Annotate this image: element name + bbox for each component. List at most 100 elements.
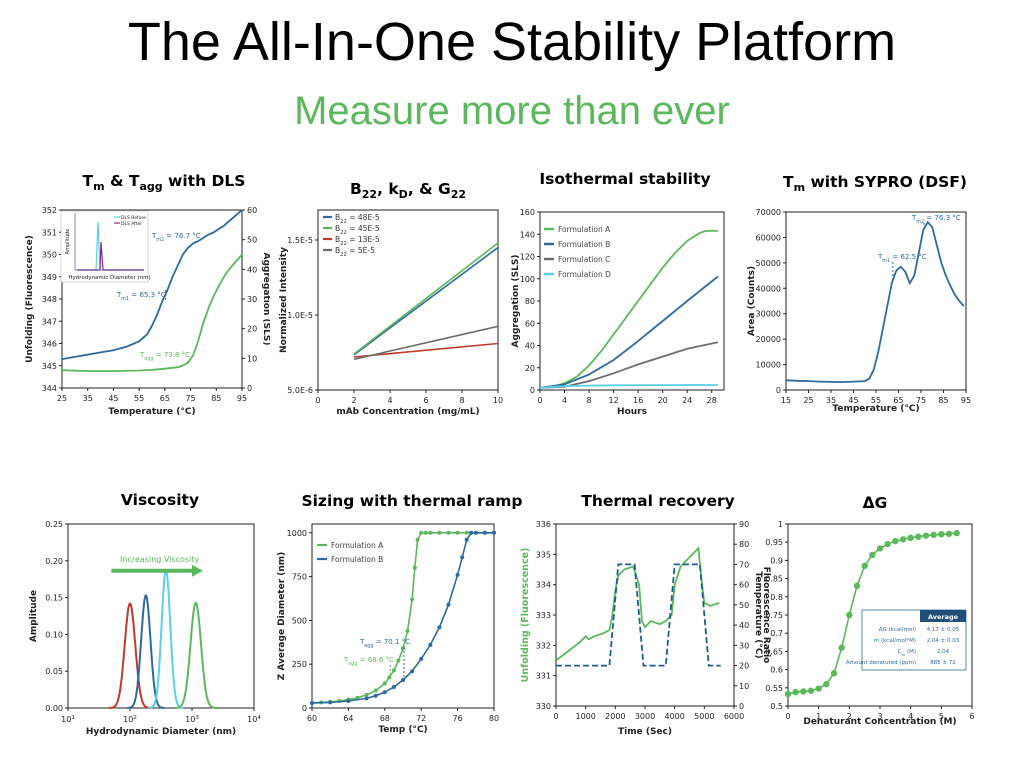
dg-table-row-value: 4.17 ± 0.05: [927, 627, 960, 633]
dg-ytick-label: 0.55: [765, 684, 783, 693]
dls-ytick-label: 350: [42, 251, 57, 260]
panel-title-viscosity: Viscosity: [120, 491, 200, 509]
rec-series-fluorescence: [555, 546, 720, 662]
dg-data-point: [800, 688, 807, 695]
ramp-xtick-label: 68: [380, 714, 390, 723]
ramp-series-2-point: [473, 530, 478, 535]
rec-xtick-label: 3000: [635, 712, 655, 721]
dg-table-row-value: 2.04: [937, 649, 950, 655]
ramp-series-2-point: [410, 669, 415, 674]
dg-xtick-label: 4: [908, 712, 913, 721]
dsf-ytick-label: 10000: [756, 361, 781, 370]
iso-ytick-label: 80: [525, 297, 535, 306]
dsf-xtick-label: 95: [961, 396, 971, 405]
ramp-xtick-label: 64: [343, 714, 353, 723]
rec-y2tick-label: 0: [739, 702, 744, 711]
dls-xtick-label: 35: [83, 394, 93, 403]
ramp-series-1-point: [428, 530, 433, 535]
dsf-ytick-label: 50000: [756, 259, 781, 268]
b22-plot-frame: [317, 209, 499, 391]
dg-data-point: [938, 530, 945, 538]
rec-yaxis-label: Unfolding (Fluorescence): [520, 548, 531, 683]
dg-data-point: [884, 540, 891, 548]
b22-legend-label-1: B22 = 48E-5: [335, 213, 380, 225]
ramp-series-1-point: [412, 565, 417, 570]
dsf-ytick-label: 70000: [756, 208, 781, 217]
ramp-xtick-label: 60: [307, 714, 317, 723]
ramp-series-2-point: [391, 684, 396, 689]
dg-xtick-label: 0: [785, 712, 790, 721]
visc-plot-frame: [67, 523, 255, 709]
dg-ytick-label: 0.6: [770, 666, 783, 675]
ramp-xtick-label: 72: [416, 714, 426, 723]
dg-data-point: [830, 670, 838, 677]
ramp-xtick-label: 76: [453, 714, 463, 723]
iso-legend-label-1: Formulation A: [558, 225, 611, 234]
rec-xtick-label: 2000: [605, 712, 625, 721]
visc-series-peak1: [108, 602, 152, 709]
dls-ytick-label: 347: [42, 317, 57, 326]
dg-ytick-label: 1: [778, 520, 783, 529]
visc-xtick-label: 103: [185, 715, 199, 724]
rec-y2tick-label: 30: [739, 641, 749, 650]
rec-y2tick-label: 70: [739, 560, 749, 569]
ramp-series-1-point: [410, 597, 415, 602]
dls-ytick-label: 344: [42, 384, 57, 393]
ramp-series-2-point: [428, 642, 433, 647]
dg-ytick-label: 0.95: [765, 538, 783, 547]
dg-yaxis-label: Fluorescence Ratio: [761, 567, 771, 664]
ramp-series-2-point: [419, 656, 424, 661]
ramp-series-1-point: [419, 530, 424, 535]
iso-ytick-label: 120: [520, 253, 535, 262]
dsf-ytick-label: 0: [776, 386, 781, 395]
visc-ytick-label: 0.15: [45, 594, 63, 603]
ramp-series-1-point: [446, 530, 451, 535]
iso-series-line-1: [539, 230, 718, 389]
dg-ytick-label: 0.65: [765, 647, 783, 656]
visc-series-peak2: [127, 593, 165, 709]
ramp-yaxis-label: Z Average Diameter (nm): [277, 552, 287, 681]
iso-ytick-label: 140: [520, 230, 535, 239]
dg-ytick-label: 0.9: [770, 556, 783, 565]
dls-y2tick-label: 0: [247, 384, 252, 393]
rec-y2tick-label: 20: [739, 662, 749, 671]
dls-y2axis-label: Aggregation (SLS): [261, 253, 270, 346]
dg-table-header: Average: [928, 613, 959, 621]
b22-ytick-label: 5.0E-6: [287, 386, 313, 395]
dg-data-point: [899, 536, 907, 543]
dls-inset-xaxis-label: Hydrodynamic Diameter (nm): [68, 275, 150, 281]
dg-table-header-bg: [920, 610, 966, 622]
iso-legend-label-4: Formulation D: [558, 270, 611, 279]
panel-title-ramp: Sizing with thermal ramp: [301, 492, 523, 510]
chart-dls: 25 35 45 55 65 75 85 95 344 345 346 347 348 349 350 351…: [25, 206, 270, 417]
dsf-yaxis-label: Area (Counts): [747, 266, 757, 336]
ramp-series-2-point: [492, 530, 496, 535]
dg-data-point: [922, 532, 930, 539]
dg-ytick-label: 0.75: [765, 611, 783, 620]
rec-series-temperature: [556, 563, 721, 667]
iso-legend-label-3: Formulation C: [558, 255, 610, 264]
dg-data-point: [784, 690, 792, 698]
ramp-series-2-point: [401, 677, 405, 682]
ramp-series-1-point: [415, 537, 420, 542]
iso-xtick-label: 4: [562, 396, 567, 405]
ramp-series-2-point: [364, 696, 369, 701]
chart-dsf: 15 25 35 45 55 65 75 85 95 0 10000 20000 30000 40000 5…: [747, 208, 971, 414]
ramp-series-1-point: [464, 530, 469, 535]
chart-dg: 0 1 2 3 4 5 6 0.5 0.55 0.6 0.65 0.7 0.75 0.8 0.85 0.9 0.…: [761, 520, 975, 727]
dls-ytick-label: 345: [42, 362, 57, 371]
ramp-series-1-point: [405, 628, 410, 633]
iso-xtick-label: 28: [707, 396, 717, 405]
dsf-ytick-label: 60000: [756, 233, 781, 242]
rec-xtick-label: 5000: [694, 712, 714, 721]
dls-y2tick-label: 20: [247, 325, 257, 334]
rec-plot-frame: [555, 523, 735, 707]
b22-xaxis-label: mAb Concentration (mg/mL): [336, 407, 479, 417]
dls-y2tick-label: 60: [247, 206, 257, 215]
iso-xtick-label: 16: [633, 396, 643, 405]
visc-annotation-arrow: [111, 564, 203, 577]
dg-data-point: [846, 611, 853, 619]
b22-xtick-label: 2: [351, 396, 356, 405]
dg-data-point: [945, 530, 953, 538]
